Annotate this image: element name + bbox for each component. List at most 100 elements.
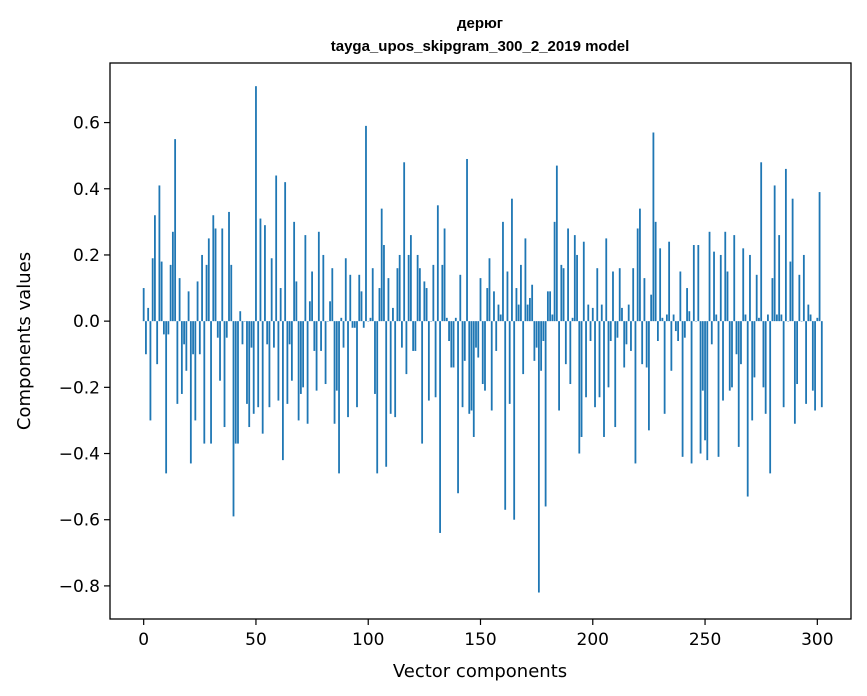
y-tick-label: −0.6 [59, 511, 100, 531]
bar-256 [717, 321, 720, 457]
bar-27 [203, 321, 206, 444]
bar-280 [771, 278, 774, 322]
bars-group [142, 86, 823, 593]
bar-30 [210, 321, 212, 444]
bar-252 [708, 231, 711, 322]
bar-259 [724, 231, 727, 322]
bar-8 [160, 261, 163, 322]
bar-299 [814, 321, 816, 411]
bar-126 [425, 288, 428, 322]
bar-3 [149, 321, 152, 421]
bar-276 [762, 321, 765, 388]
bar-9 [162, 321, 165, 335]
bar-114 [398, 254, 401, 322]
bar-196 [582, 241, 585, 322]
bar-218 [632, 268, 635, 322]
bar-176 [537, 321, 540, 593]
bar-129 [432, 264, 435, 322]
bar-235 [670, 321, 673, 371]
bar-50 [255, 86, 257, 322]
bar-243 [688, 311, 691, 322]
bar-185 [558, 321, 560, 411]
bar-281 [773, 185, 776, 322]
bar-285 [782, 321, 785, 408]
bar-275 [760, 162, 763, 322]
bar-25 [198, 321, 201, 355]
bar-172 [529, 297, 531, 322]
bar-132 [439, 321, 441, 533]
bar-95 [356, 321, 358, 408]
bar-99 [365, 125, 367, 322]
bar-78 [317, 231, 320, 322]
bar-216 [627, 304, 630, 322]
bar-198 [587, 304, 590, 322]
bar-239 [679, 271, 682, 322]
bar-96 [358, 274, 361, 322]
bar-64 [286, 321, 289, 404]
bar-40 [232, 321, 235, 517]
bar-54 [264, 225, 266, 322]
bar-135 [445, 317, 448, 322]
bar-230 [659, 248, 662, 322]
bar-242 [686, 288, 688, 322]
bar-157 [495, 321, 498, 351]
bar-278 [767, 314, 769, 322]
bar-258 [722, 321, 724, 401]
bar-182 [551, 314, 554, 322]
bar-136 [448, 321, 450, 341]
bar-202 [596, 268, 599, 322]
bar-38 [228, 211, 230, 322]
bar-294 [802, 254, 805, 322]
bar-33 [216, 321, 219, 338]
bar-193 [576, 254, 578, 322]
bar-233 [665, 314, 668, 322]
bar-183 [553, 221, 556, 322]
bar-47 [248, 321, 251, 428]
bar-133 [441, 264, 444, 322]
bar-249 [701, 321, 704, 391]
bar-43 [239, 311, 242, 322]
bar-32 [214, 228, 217, 322]
x-tick-label: 200 [577, 630, 609, 650]
bar-51 [257, 321, 260, 408]
bar-271 [751, 321, 754, 421]
bar-199 [589, 321, 592, 341]
bar-207 [607, 321, 610, 388]
bar-263 [733, 235, 736, 322]
bar-41 [234, 321, 237, 444]
bar-286 [784, 168, 787, 322]
bar-273 [755, 274, 758, 322]
bar-151 [481, 321, 484, 385]
bar-188 [564, 321, 567, 365]
bar-109 [387, 278, 390, 322]
bar-48 [250, 321, 253, 348]
bar-53 [261, 321, 264, 434]
bar-248 [699, 321, 702, 454]
y-tick-label: −0.8 [59, 577, 100, 597]
bar-153 [486, 288, 489, 322]
bar-170 [524, 238, 527, 322]
bar-36 [223, 321, 226, 428]
bar-208 [609, 321, 612, 341]
bar-142 [461, 321, 464, 408]
bar-35 [221, 228, 224, 322]
y-axis-label: Components values [14, 252, 35, 430]
bar-204 [600, 304, 603, 322]
bar-165 [513, 321, 516, 520]
bar-189 [567, 228, 569, 322]
bar-244 [690, 321, 693, 464]
bar-301 [818, 192, 821, 322]
bar-254 [713, 251, 715, 322]
bar-232 [663, 321, 666, 414]
bar-298 [811, 321, 814, 391]
bar-19 [185, 321, 188, 371]
bar-209 [612, 271, 614, 322]
y-tick-label: 0.4 [73, 180, 100, 200]
bar-201 [594, 321, 596, 408]
bar-265 [737, 321, 740, 447]
bar-62 [282, 321, 284, 461]
x-tick-label: 100 [352, 630, 384, 650]
bar-85 [333, 321, 336, 424]
bar-211 [616, 321, 619, 338]
